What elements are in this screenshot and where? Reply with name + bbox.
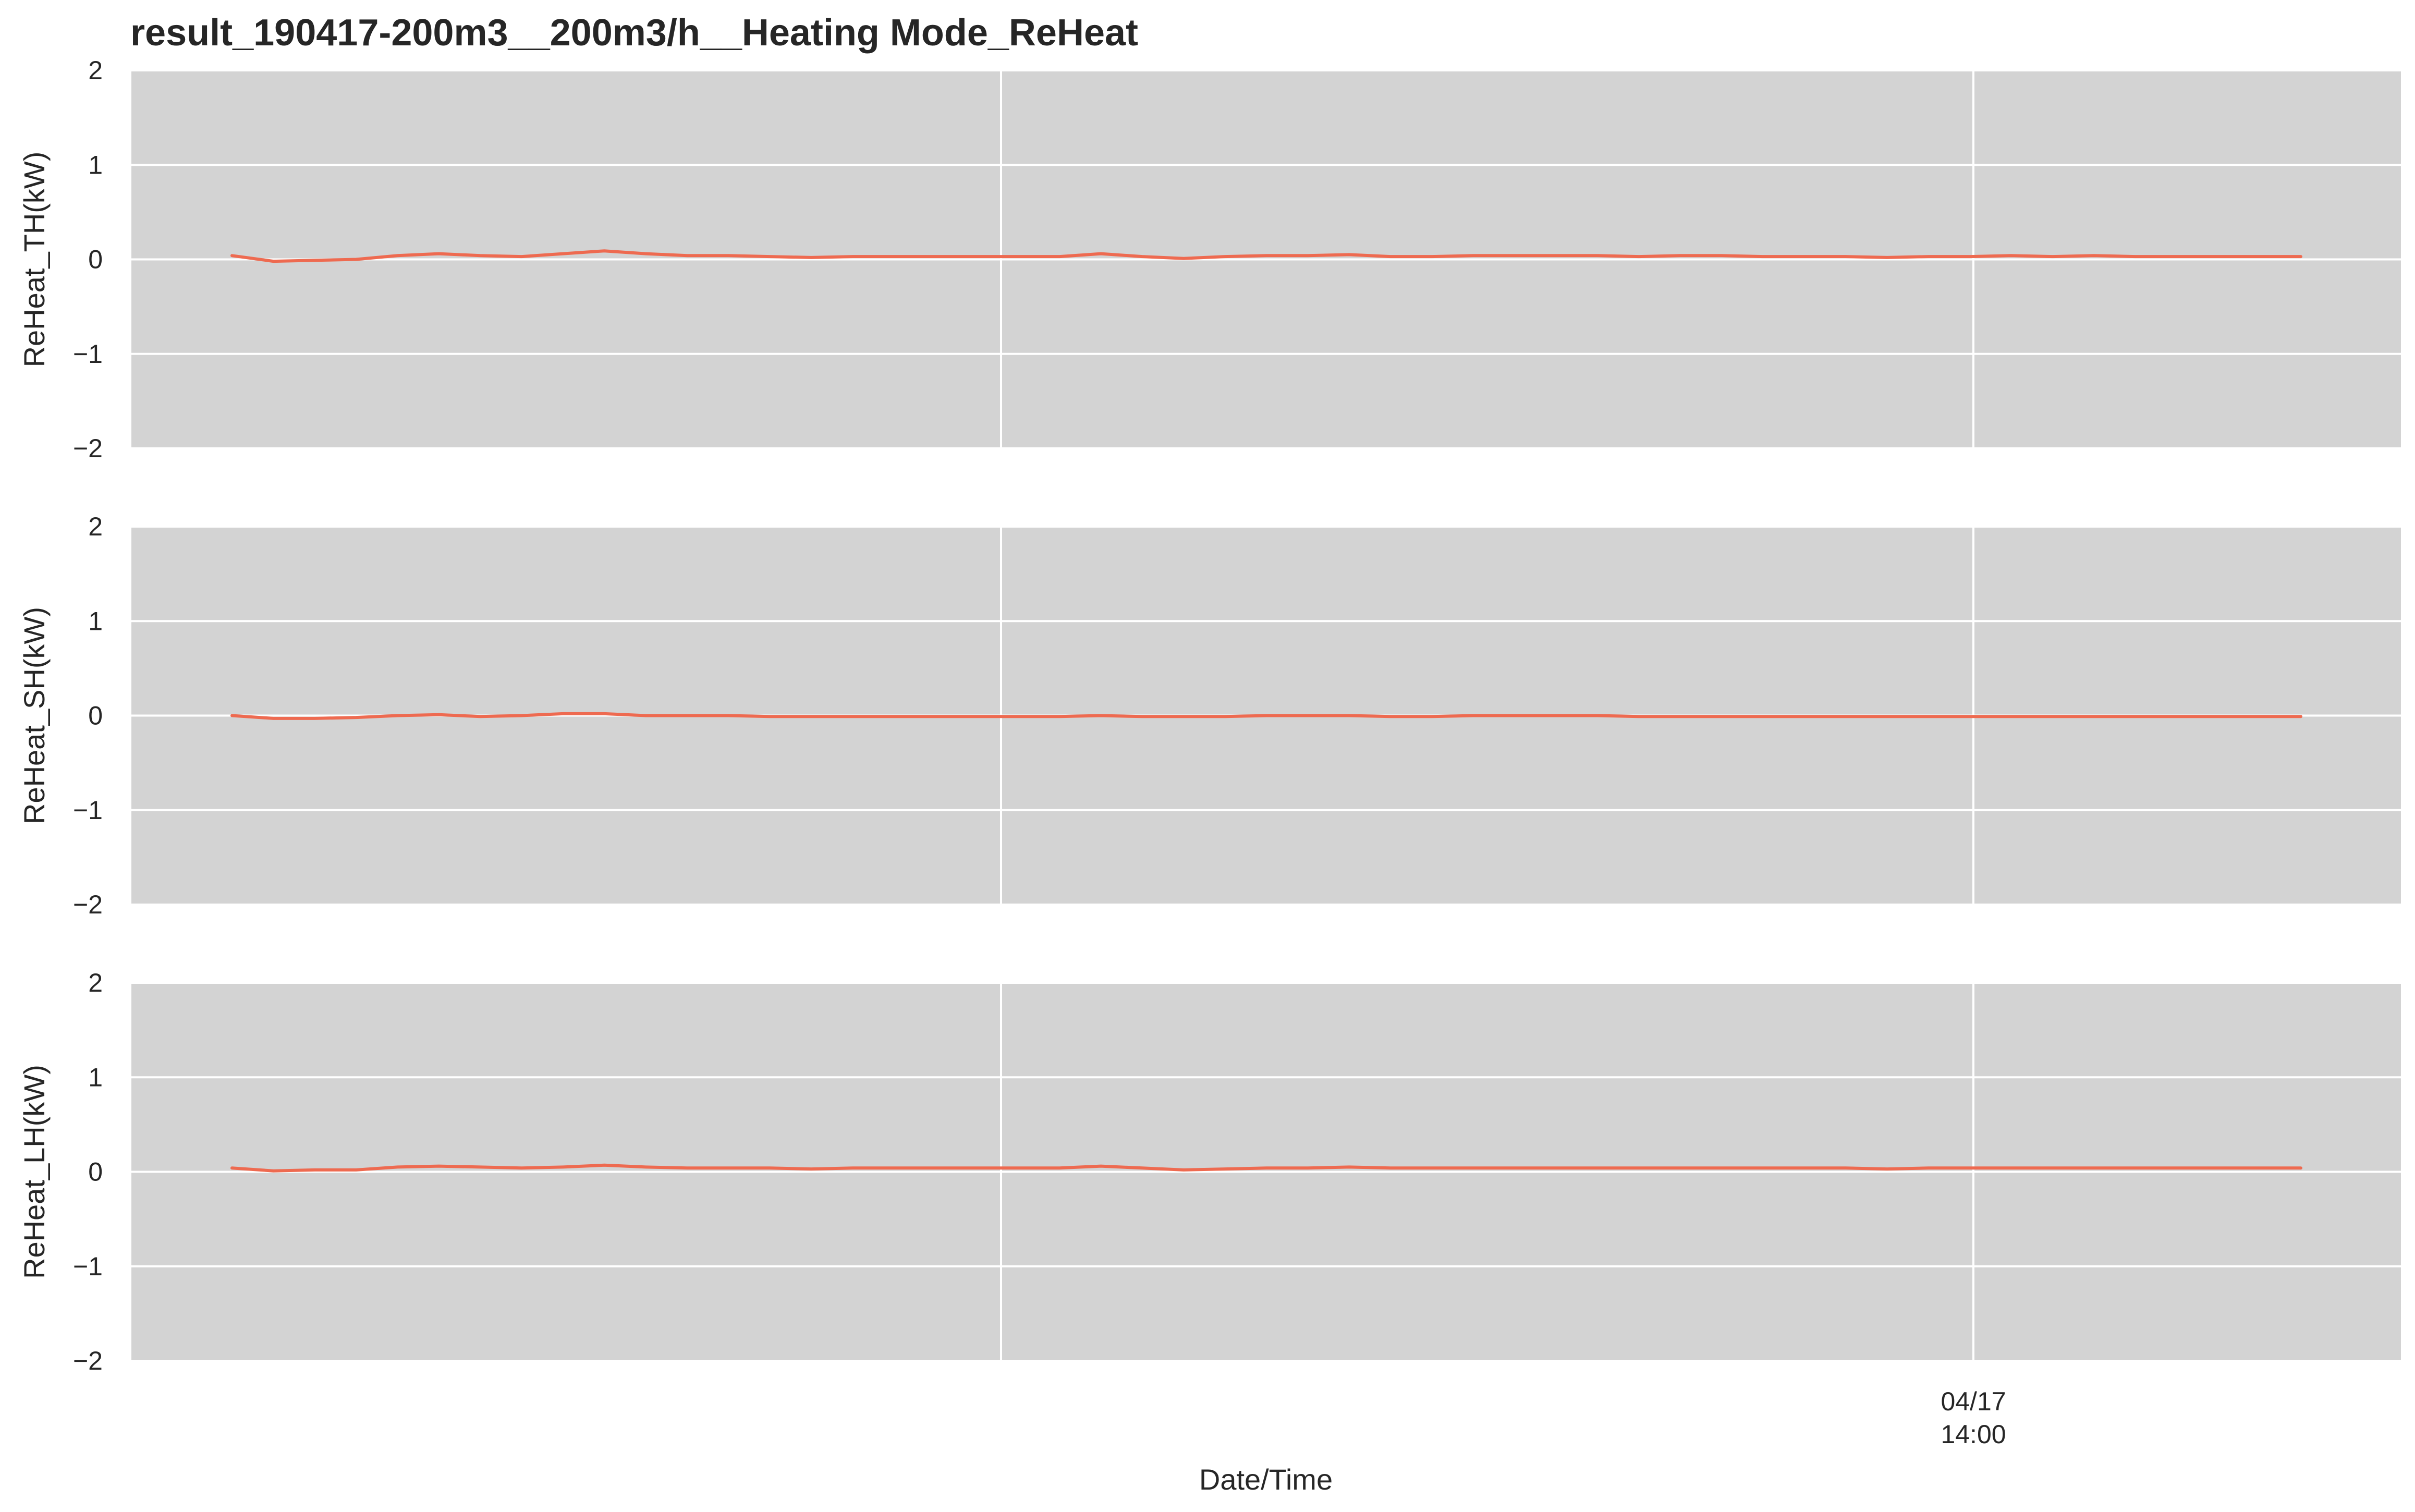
y-tick-label: −1 (73, 339, 103, 369)
y-tick-label: −2 (73, 434, 103, 463)
y-tick-label: 1 (88, 150, 103, 179)
y-tick-label: 2 (88, 512, 103, 541)
y-tick-label: −2 (73, 1346, 103, 1375)
x-tick-label-time: 14:00 (1941, 1420, 2006, 1449)
series-line-1 (230, 249, 2302, 263)
y-tick-label: −1 (73, 796, 103, 825)
y-axis-label: ReHeat_LH(kW) (18, 1065, 51, 1279)
y-tick-label: 1 (88, 606, 103, 636)
y-tick-label: 2 (88, 968, 103, 997)
series-line-3 (230, 1163, 2302, 1173)
y-tick-label: 0 (88, 1157, 103, 1187)
y-tick-label: −2 (73, 890, 103, 919)
y-tick-label: 0 (88, 245, 103, 274)
series-line-2 (230, 712, 2302, 720)
x-tick-label-date: 04/17 (1941, 1387, 2006, 1416)
x-axis-label: Date/Time (1199, 1463, 1333, 1496)
y-tick-label: 1 (88, 1063, 103, 1092)
y-axis-label: ReHeat_TH(kW) (18, 152, 51, 368)
y-tick-label: 0 (88, 701, 103, 730)
y-tick-label: −1 (73, 1252, 103, 1281)
y-axis-label: ReHeat_SH(kW) (18, 607, 51, 824)
y-tick-label: 2 (88, 56, 103, 85)
chart-title: result_190417-200m3__200m3/h__Heating Mo… (130, 12, 1139, 54)
